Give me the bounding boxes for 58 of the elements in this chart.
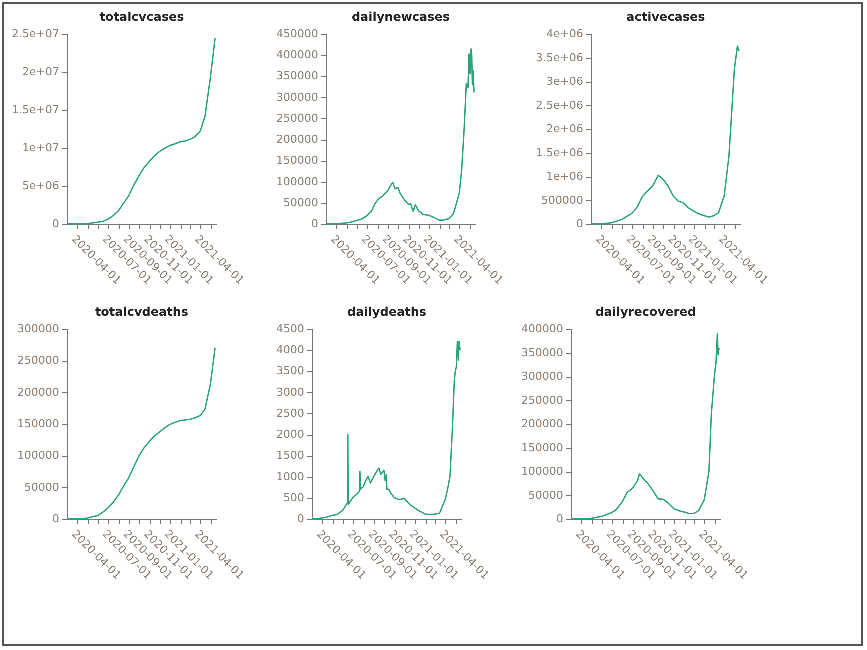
- y-tick-label: 300000: [522, 370, 564, 383]
- y-tick-label: 2000: [276, 428, 304, 442]
- y-tick-label: 1e+06: [546, 170, 584, 183]
- y-tick-label: 1e+07: [22, 142, 60, 154]
- y-tick-label: 3000: [276, 386, 304, 399]
- y-tick-label: 0: [298, 512, 304, 526]
- y-tick-label: 350000: [276, 70, 318, 83]
- y-tick-label: 400000: [276, 48, 318, 62]
- y-tick-label: 350000: [522, 346, 564, 360]
- y-tick-label: 2e+06: [546, 122, 584, 136]
- chart-title: dailyrecovered: [596, 305, 696, 319]
- y-tick-label: 2.5e+06: [536, 98, 584, 112]
- y-tick-label: 50000: [24, 480, 60, 494]
- y-tick-label: 50000: [284, 196, 318, 210]
- y-tick-label: 1000: [276, 470, 304, 484]
- chart-title: dailydeaths: [348, 305, 426, 319]
- y-tick-label: 100000: [276, 175, 318, 188]
- y-tick-label: 50000: [528, 488, 564, 502]
- chart-title: totalcvcases: [100, 10, 184, 24]
- y-tick-label: 300000: [276, 90, 318, 104]
- y-tick-label: 0: [52, 512, 60, 526]
- y-tick-label: 200000: [522, 418, 564, 430]
- y-tick-label: 1.5e+06: [536, 146, 584, 160]
- chart-title: activecases: [626, 10, 706, 24]
- y-tick-label: 3e+06: [546, 75, 584, 88]
- y-tick-label: 1500: [276, 449, 304, 462]
- chart-title: dailynewcases: [352, 10, 450, 24]
- y-tick-label: 3500: [276, 364, 304, 378]
- y-tick-label: 100000: [522, 465, 564, 478]
- y-tick-label: 0: [556, 512, 564, 526]
- y-tick-label: 2500: [276, 406, 304, 420]
- y-tick-label: 100000: [18, 449, 60, 462]
- y-tick-label: 150000: [522, 441, 564, 454]
- y-tick-label: 2e+07: [22, 66, 60, 78]
- y-tick-label: 500000: [542, 194, 584, 207]
- y-tick-label: 0: [576, 218, 584, 230]
- y-tick-label: 450000: [276, 28, 318, 40]
- y-tick-label: 0: [312, 218, 318, 230]
- y-tick-label: 250000: [522, 394, 564, 407]
- y-tick-label: 4500: [276, 322, 304, 336]
- y-tick-label: 0: [52, 218, 60, 230]
- y-tick-label: 300000: [18, 322, 60, 336]
- y-tick-label: 150000: [276, 154, 318, 168]
- y-tick-label: 200000: [18, 386, 60, 399]
- y-tick-label: 5e+06: [22, 180, 60, 192]
- y-tick-label: 500: [284, 491, 304, 504]
- y-tick-label: 2.5e+07: [12, 28, 60, 40]
- y-tick-label: 250000: [18, 354, 60, 368]
- y-tick-label: 3.5e+06: [536, 51, 584, 64]
- y-tick-label: 4000: [276, 344, 304, 357]
- y-tick-label: 1.5e+07: [12, 104, 60, 116]
- y-tick-label: 4e+06: [546, 28, 584, 40]
- y-tick-label: 200000: [276, 133, 318, 146]
- line-series: [66, 38, 216, 225]
- y-tick-label: 150000: [18, 418, 60, 430]
- y-tick-label: 250000: [276, 112, 318, 125]
- y-tick-label: 400000: [522, 322, 564, 336]
- chart-title: totalcvdeaths: [95, 305, 189, 319]
